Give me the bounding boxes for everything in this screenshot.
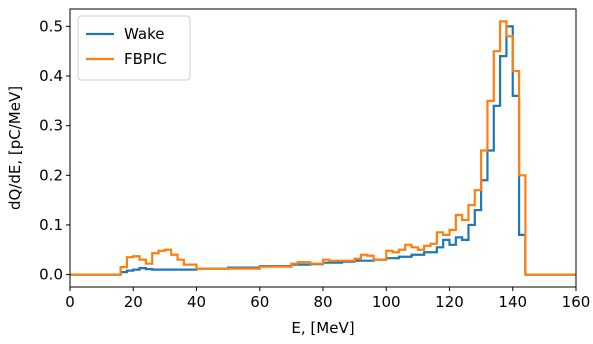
legend-label-fbpic: FBPIC	[124, 50, 167, 68]
x-tick-label: 60	[250, 293, 269, 311]
x-tick-label: 120	[435, 293, 464, 311]
legend-box	[77, 15, 191, 81]
x-axis-label: E, [MeV]	[291, 319, 354, 337]
series-line-wake	[70, 25, 576, 276]
y-tick-label: 0.3	[39, 117, 63, 135]
plot-area	[70, 20, 576, 276]
y-tick-label: 0.4	[39, 67, 63, 85]
y-tick-label: 0.2	[39, 166, 63, 184]
y-tick-label: 0.0	[39, 266, 63, 284]
x-tick-label: 80	[313, 293, 332, 311]
x-tick-label: 100	[372, 293, 401, 311]
legend: Wake FBPIC	[77, 15, 191, 81]
legend-label-wake: Wake	[124, 25, 164, 43]
y-tick-label: 0.1	[39, 216, 63, 234]
x-tick-label: 40	[187, 293, 206, 311]
x-tick-label: 0	[65, 293, 75, 311]
y-axis-label: dQ/dE, [pC/MeV]	[6, 86, 24, 210]
axes: 0 20 40 60 80 100 120 140 160 0.0 0.1 0.2 0.3 0.4 0.5	[39, 8, 591, 311]
x-tick-label: 140	[498, 293, 527, 311]
x-tick-label: 160	[562, 293, 591, 311]
y-tick-label: 0.5	[39, 17, 63, 35]
x-tick-label: 20	[124, 293, 143, 311]
series-line-fbpic	[70, 20, 576, 276]
